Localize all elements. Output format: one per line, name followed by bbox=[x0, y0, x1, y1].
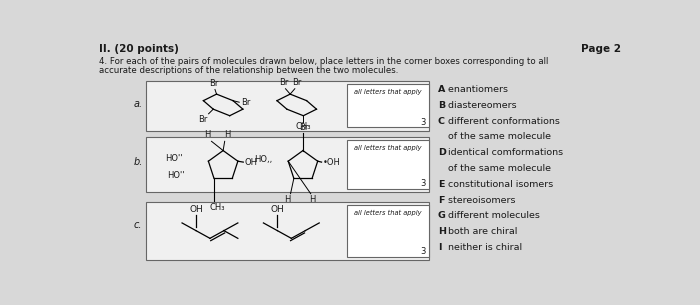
Text: of the same molecule: of the same molecule bbox=[444, 132, 551, 142]
Text: •OH: •OH bbox=[323, 158, 341, 167]
Text: F: F bbox=[438, 196, 444, 205]
Text: a.: a. bbox=[134, 99, 143, 109]
Text: HO'': HO'' bbox=[167, 171, 184, 180]
Text: Page 2: Page 2 bbox=[581, 44, 621, 54]
Text: D: D bbox=[438, 148, 446, 157]
Text: b.: b. bbox=[134, 157, 143, 167]
Text: OH: OH bbox=[245, 158, 258, 167]
Text: A: A bbox=[438, 85, 445, 94]
Text: Br: Br bbox=[292, 78, 301, 87]
Text: both are chiral: both are chiral bbox=[444, 227, 517, 236]
Text: I: I bbox=[438, 243, 441, 252]
Text: II. (20 points): II. (20 points) bbox=[99, 44, 179, 54]
Text: all letters that apply: all letters that apply bbox=[354, 210, 421, 216]
Text: H: H bbox=[204, 130, 211, 139]
Text: H: H bbox=[284, 195, 290, 204]
Text: c.: c. bbox=[134, 220, 143, 230]
Text: of the same molecule: of the same molecule bbox=[444, 164, 551, 173]
Text: CH₃: CH₃ bbox=[295, 121, 311, 131]
Text: different conformations: different conformations bbox=[444, 117, 560, 126]
Text: Br: Br bbox=[279, 78, 288, 87]
Text: H: H bbox=[224, 130, 230, 139]
Text: B: B bbox=[438, 101, 445, 110]
Text: Br: Br bbox=[299, 124, 308, 132]
Bar bbox=[347, 84, 428, 127]
Text: different molecules: different molecules bbox=[444, 211, 540, 221]
Text: HO'': HO'' bbox=[165, 154, 183, 163]
Text: G: G bbox=[438, 211, 446, 221]
Text: 4. For each of the pairs of molecules drawn below, place letters in the corner b: 4. For each of the pairs of molecules dr… bbox=[99, 57, 549, 66]
Text: 3: 3 bbox=[420, 118, 426, 127]
Text: CH₃: CH₃ bbox=[209, 203, 225, 212]
Bar bbox=[146, 137, 428, 192]
Text: identical comformations: identical comformations bbox=[444, 148, 563, 157]
Text: H: H bbox=[309, 195, 316, 204]
Text: accurate descriptions of the relationship between the two molecules.: accurate descriptions of the relationshi… bbox=[99, 66, 398, 75]
Text: diastereomers: diastereomers bbox=[444, 101, 517, 110]
Bar bbox=[347, 140, 428, 189]
Bar bbox=[146, 81, 428, 131]
Text: C: C bbox=[438, 117, 444, 126]
Bar bbox=[146, 202, 428, 260]
Text: E: E bbox=[438, 180, 444, 189]
Text: all letters that apply: all letters that apply bbox=[354, 89, 421, 95]
Text: neither is chiral: neither is chiral bbox=[444, 243, 522, 252]
Text: OH: OH bbox=[270, 205, 284, 214]
Text: Br: Br bbox=[241, 98, 250, 107]
Text: 3: 3 bbox=[420, 247, 426, 256]
Text: stereoisomers: stereoisomers bbox=[444, 196, 515, 205]
Text: constitutional isomers: constitutional isomers bbox=[444, 180, 553, 189]
Bar bbox=[347, 205, 428, 257]
Text: enantiomers: enantiomers bbox=[444, 85, 508, 94]
Text: all letters that apply: all letters that apply bbox=[354, 144, 421, 150]
Text: HO,,: HO,, bbox=[253, 155, 272, 164]
Text: OH: OH bbox=[189, 205, 203, 214]
Text: Br: Br bbox=[197, 115, 207, 124]
Text: Br: Br bbox=[209, 79, 219, 88]
Text: H: H bbox=[438, 227, 446, 236]
Text: 3: 3 bbox=[420, 179, 426, 188]
